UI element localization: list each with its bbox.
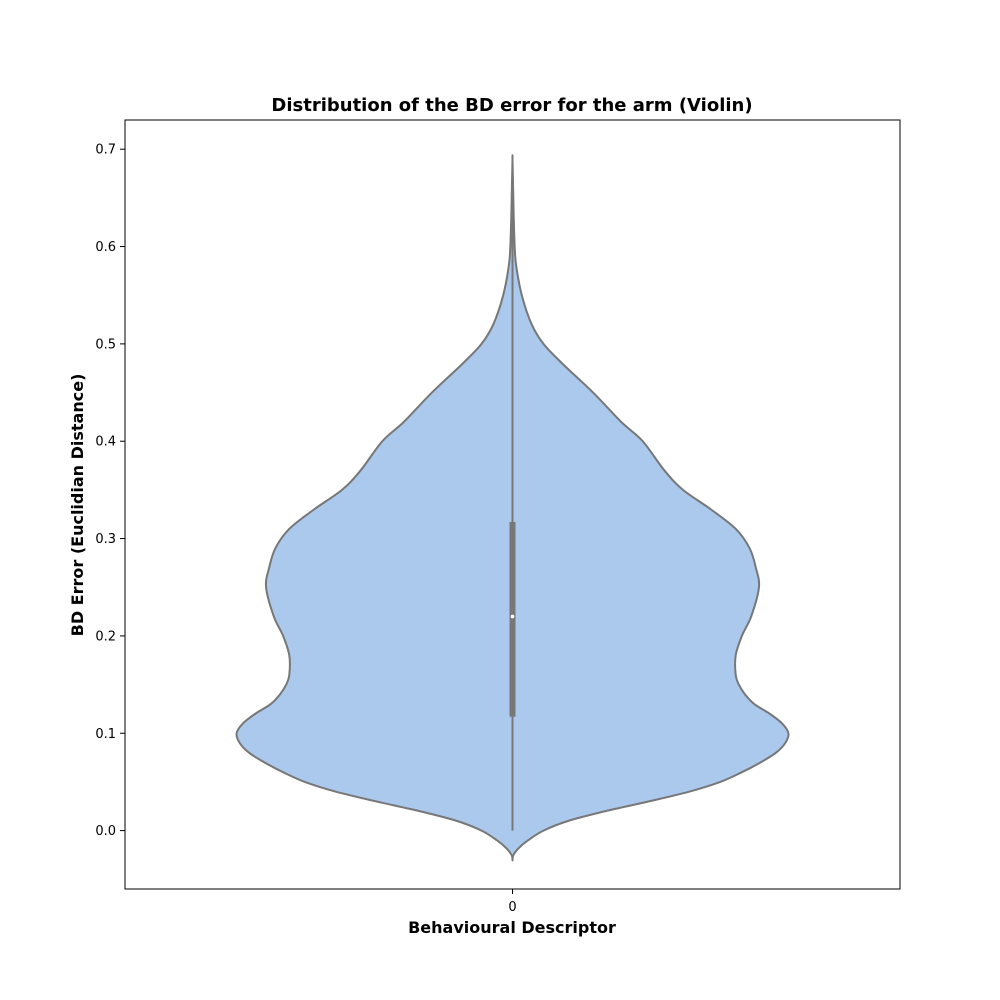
x-axis: 0 [508, 889, 517, 915]
y-tick-label: 0.3 [95, 532, 116, 547]
y-tick-label: 0.6 [95, 240, 116, 255]
iqr-box [509, 522, 516, 717]
plot-area [235, 154, 790, 862]
chart-title: Distribution of the BD error for the arm… [271, 95, 752, 116]
y-axis-label: BD Error (Euclidian Distance) [68, 374, 87, 637]
median-point [510, 614, 515, 619]
x-axis-label: Behavioural Descriptor [408, 918, 616, 937]
y-tick-label: 0.1 [95, 727, 116, 742]
x-tick-label: 0 [508, 900, 516, 915]
y-tick-label: 0.2 [95, 629, 116, 644]
y-tick-label: 0.0 [95, 824, 116, 839]
y-tick-label: 0.7 [95, 143, 116, 158]
y-tick-label: 0.4 [95, 435, 116, 450]
y-tick-label: 0.5 [95, 337, 116, 352]
y-axis: 0.0 0.1 0.2 0.3 0.4 0.5 0.6 0.7 [95, 143, 125, 839]
